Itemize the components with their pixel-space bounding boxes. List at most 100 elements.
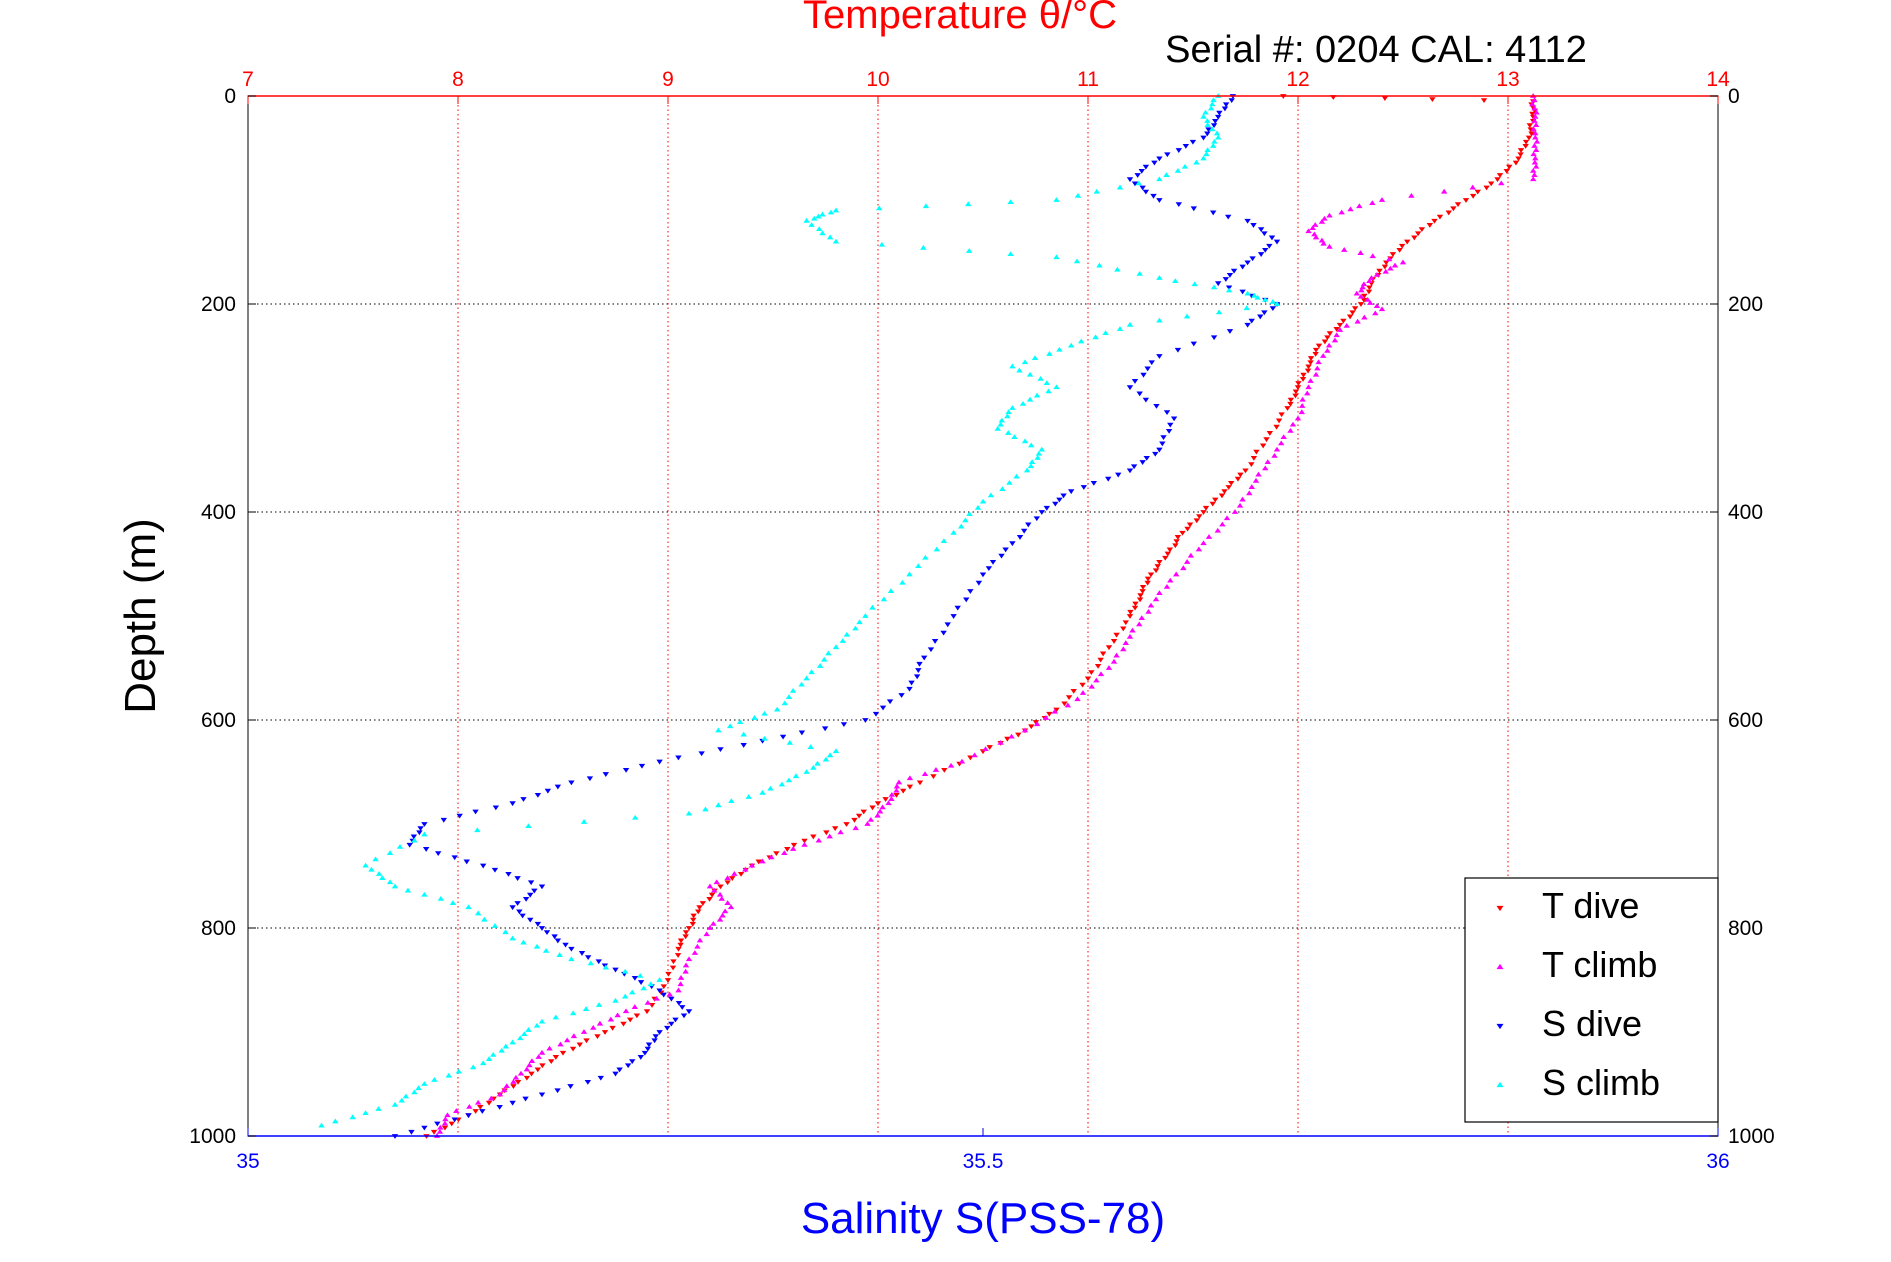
data-point	[779, 734, 787, 740]
data-point	[1307, 360, 1314, 366]
data-point	[509, 1039, 516, 1045]
data-point	[1376, 268, 1383, 274]
data-point	[416, 830, 423, 836]
data-point	[402, 1093, 410, 1099]
data-point	[1028, 724, 1035, 730]
data-point	[798, 681, 805, 687]
data-point	[417, 826, 424, 832]
data-point	[465, 904, 472, 910]
data-point	[731, 871, 738, 876]
data-point	[1304, 390, 1311, 396]
data-point	[1136, 597, 1144, 603]
data-point	[1164, 551, 1171, 557]
data-point	[535, 1054, 542, 1059]
data-point	[1052, 501, 1059, 507]
data-point	[801, 838, 808, 844]
data-point	[1378, 306, 1386, 312]
data-point	[811, 215, 818, 221]
data-point	[1007, 199, 1014, 204]
data-point	[1009, 541, 1016, 547]
data-point	[1159, 441, 1166, 447]
data-point	[1180, 565, 1187, 571]
data-point	[1357, 293, 1365, 299]
data-point	[421, 1081, 428, 1086]
data-point	[386, 850, 394, 856]
data-point	[1294, 385, 1302, 391]
data-point	[706, 883, 714, 889]
data-point	[546, 1045, 553, 1051]
data-point	[1528, 131, 1535, 137]
data-point	[1530, 126, 1537, 132]
data-point	[595, 1002, 603, 1007]
data-point	[440, 817, 448, 823]
data-point	[1361, 293, 1368, 299]
data-point	[685, 1009, 693, 1015]
data-point	[1257, 252, 1265, 257]
data-point	[698, 751, 705, 757]
data-point	[1426, 223, 1434, 228]
data-point	[431, 1076, 438, 1082]
data-point	[1145, 608, 1152, 614]
data-point	[422, 847, 430, 852]
data-point	[1488, 181, 1495, 187]
y-tick-label-left: 200	[201, 293, 236, 316]
data-point	[421, 891, 428, 897]
data-point	[1137, 593, 1144, 599]
data-point	[967, 589, 974, 594]
data-point	[962, 517, 969, 523]
data-point	[677, 975, 685, 980]
data-point	[1205, 127, 1212, 133]
data-point	[1131, 605, 1139, 611]
data-point	[1065, 695, 1073, 700]
data-point	[728, 798, 735, 804]
data-point	[528, 1058, 536, 1064]
data-point	[1116, 184, 1124, 190]
legend-marker	[1496, 1081, 1504, 1088]
data-point	[1354, 318, 1361, 324]
data-point	[1224, 214, 1232, 220]
data-point	[1142, 164, 1150, 170]
data-point	[1496, 173, 1504, 178]
data-point	[1070, 688, 1077, 694]
top-axis-title: Temperature θ/°C	[803, 0, 1117, 37]
data-point	[463, 859, 470, 865]
data-point	[1115, 472, 1122, 478]
data-point	[832, 748, 840, 754]
data-point	[472, 809, 479, 815]
data-point	[629, 1059, 636, 1064]
data-point	[1287, 428, 1294, 433]
data-point	[539, 1063, 546, 1069]
data-point	[1314, 365, 1321, 371]
data-point	[906, 784, 914, 790]
data-point	[505, 872, 512, 877]
data-point	[1152, 568, 1160, 574]
data-point	[906, 775, 914, 781]
data-point	[1414, 231, 1422, 237]
data-point	[455, 1068, 462, 1074]
top-tick-label: 11	[1077, 68, 1099, 91]
data-point	[568, 956, 575, 962]
data-point	[656, 1030, 663, 1035]
data-point	[1273, 239, 1281, 245]
data-point	[816, 663, 824, 668]
data-point	[1298, 409, 1305, 415]
data-point	[986, 745, 993, 750]
data-point	[1532, 122, 1540, 128]
y-tick-label-right: 600	[1728, 709, 1763, 732]
data-point	[1324, 335, 1331, 341]
data-point	[1257, 314, 1264, 320]
data-point	[1498, 180, 1505, 186]
data-point	[706, 925, 714, 930]
data-point	[724, 875, 731, 880]
data-point	[840, 722, 848, 728]
data-point	[706, 896, 713, 902]
data-point	[557, 1041, 564, 1047]
data-point	[622, 768, 630, 773]
data-point	[1164, 152, 1171, 158]
data-point	[1212, 497, 1219, 503]
data-point	[1431, 218, 1438, 224]
data-point	[1529, 101, 1536, 107]
data-point	[1340, 318, 1347, 324]
data-point	[664, 978, 672, 983]
data-point	[538, 1018, 546, 1024]
